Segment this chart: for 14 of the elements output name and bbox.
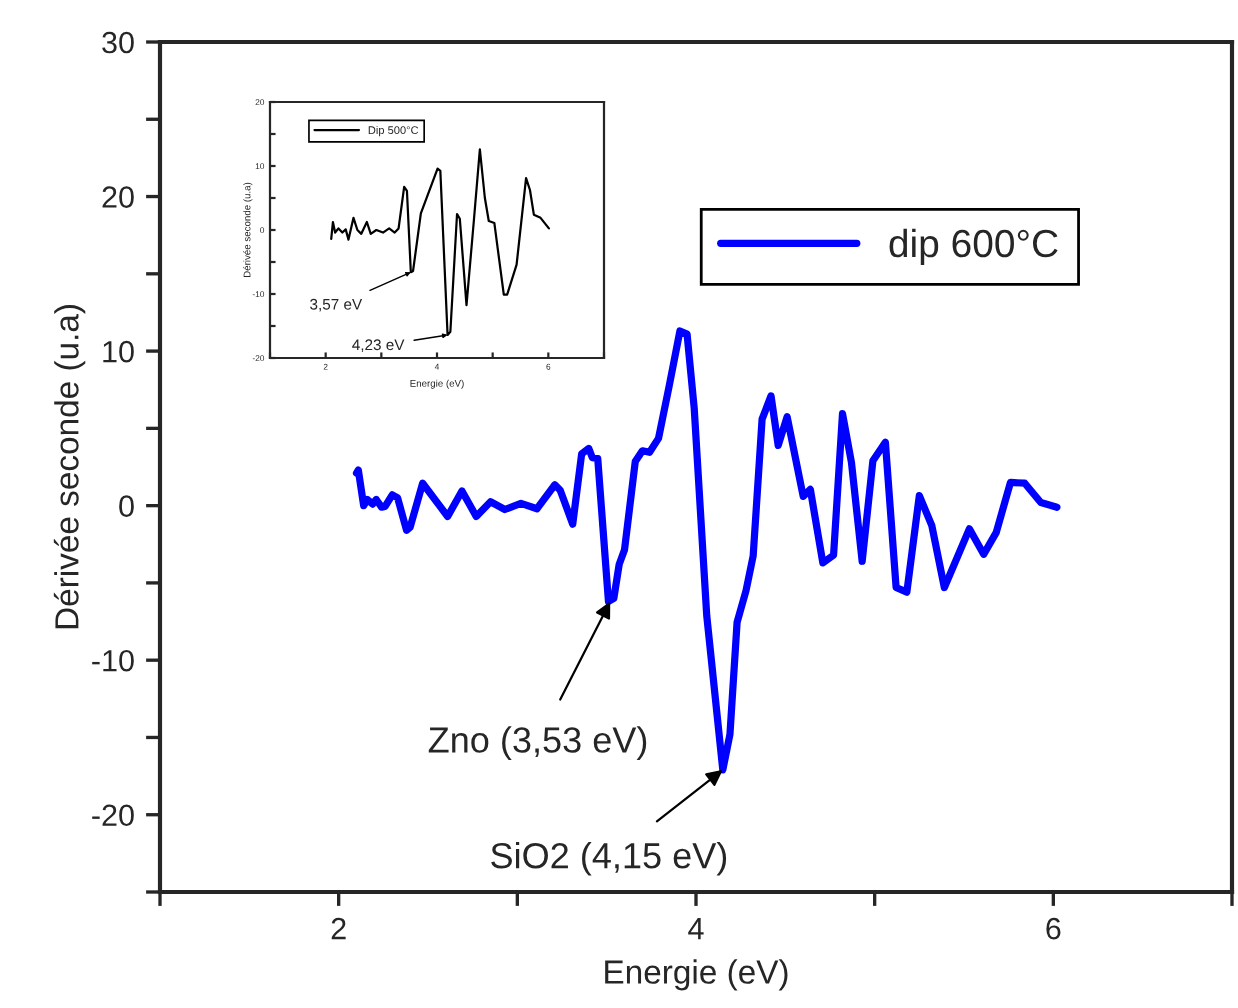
- y-tick-label: 10: [103, 340, 134, 363]
- legend-label: dip 600°C: [889, 228, 1058, 266]
- y-tick-label: -10: [92, 649, 134, 672]
- x-tick-label: 2: [331, 917, 346, 940]
- y-tick-label: 20: [102, 186, 134, 208]
- x-tick-label: 4: [688, 918, 704, 940]
- x-tick-label: 6: [1046, 917, 1061, 940]
- y-tick-label: -20: [92, 804, 134, 827]
- y-axis-title: Dérivée seconde (u.a): [53, 305, 86, 629]
- y-tick-label: 0: [119, 495, 134, 518]
- annotation: Zno (3,53 eV): [428, 726, 647, 760]
- x-axis-title: Energie (eV): [605, 959, 788, 991]
- annotation: SiO2 (4,15 eV): [491, 841, 727, 876]
- y-tick-label: 30: [102, 31, 134, 54]
